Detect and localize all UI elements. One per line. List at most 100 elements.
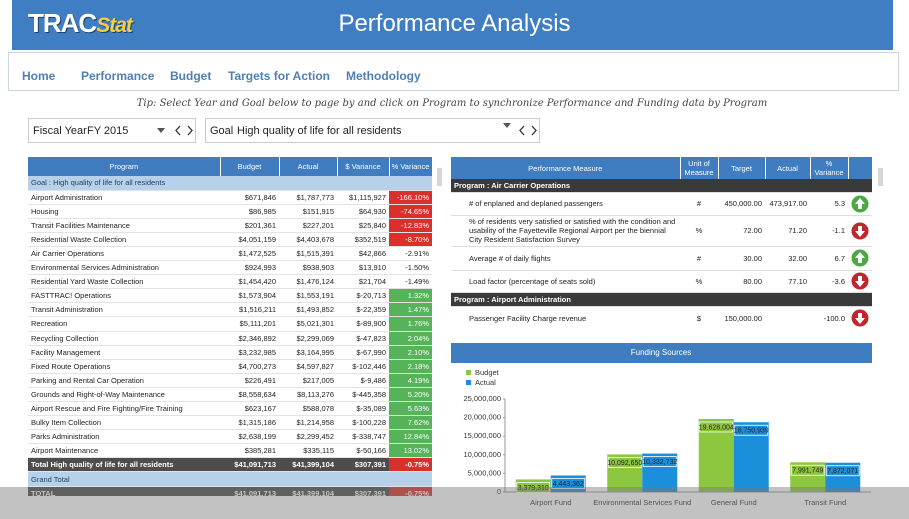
cell-value: 1.76% bbox=[389, 316, 432, 332]
y-tick-label: 5,000,000 bbox=[468, 468, 501, 477]
program-row: Transit Facilities Maintenance $201,361 $2… bbox=[28, 218, 432, 233]
group-label: Goal : High quality of life for all resi… bbox=[28, 176, 432, 191]
cell-value: $3,232,985 bbox=[220, 345, 279, 360]
cell-value: $4,403,678 bbox=[279, 232, 337, 247]
cell-value: $86,985 bbox=[220, 204, 279, 219]
grand-total-values: TOTAL $41,091,713 $41,399,104 $307,391 -0.75… bbox=[28, 486, 432, 496]
program-row: Airport Rescue and Fire Fighting/Fire Tr… bbox=[28, 401, 432, 417]
cell-value: $2,299,452 bbox=[279, 429, 337, 445]
cell-value: $-67,990 bbox=[337, 345, 389, 360]
column-header: Actual bbox=[279, 157, 338, 176]
cell-value: 7.62% bbox=[389, 415, 432, 431]
cell-value: $41,399,104 bbox=[279, 457, 337, 473]
data-label-box bbox=[790, 464, 825, 476]
nav-link[interactable]: Performance bbox=[81, 69, 155, 83]
scrollbar[interactable] bbox=[878, 168, 883, 186]
trend-arrow bbox=[855, 276, 865, 287]
cell-value: $1,476,124 bbox=[279, 274, 337, 290]
program-name: Transit Facilities Maintenance bbox=[28, 218, 220, 233]
cell-value: $ bbox=[680, 306, 718, 329]
header-bar bbox=[12, 0, 893, 50]
program-name: Airport Rescue and Fire Fighting/Fire Tr… bbox=[28, 401, 220, 417]
goal-select[interactable]: Goal High quality of life for all reside… bbox=[205, 118, 540, 143]
program-row: Recreation $5,111,201 $5,021,301 $-89,900 1.… bbox=[28, 316, 432, 332]
cell-value: $2,638,199 bbox=[220, 429, 279, 445]
dropdown-caret[interactable] bbox=[157, 128, 165, 134]
chart-title-bar bbox=[451, 343, 872, 363]
cell-value: $3,164,995 bbox=[279, 345, 337, 360]
data-label-box bbox=[516, 482, 551, 493]
cell-value: $5,021,301 bbox=[279, 316, 337, 332]
measure-row: % of residents very satisfied or satisfi… bbox=[451, 215, 872, 247]
dropdown-caret[interactable] bbox=[503, 123, 511, 129]
header-row: Performance Measure Unit of Measure Target… bbox=[451, 157, 872, 179]
trend-arrow bbox=[855, 313, 865, 324]
column-header: % Variance bbox=[810, 157, 849, 179]
trend-cell bbox=[848, 246, 872, 271]
data-label: 10,092,650 bbox=[607, 460, 642, 467]
program-row: Airport Maintenance $385,281 $335,115 $-50,… bbox=[28, 443, 432, 459]
program-name: FASTTRAC! Operations bbox=[28, 288, 220, 304]
legend-label: Budget bbox=[475, 368, 500, 377]
cell-value: 4.19% bbox=[389, 373, 432, 388]
program-name: Parks Administration bbox=[28, 429, 220, 445]
cell-value bbox=[765, 306, 810, 329]
trend-cell bbox=[848, 270, 872, 293]
data-label-box bbox=[607, 457, 642, 468]
x-tick-label: Environmental Services Fund bbox=[593, 498, 691, 507]
nav-link[interactable]: Budget bbox=[170, 69, 212, 83]
cell-value: $42,866 bbox=[337, 246, 389, 262]
cell-value: $385,281 bbox=[220, 443, 279, 459]
data-label: 19,628,004 bbox=[699, 424, 734, 431]
select-label: Fiscal Year bbox=[33, 125, 87, 137]
program-name: Residential Waste Collection bbox=[28, 232, 220, 247]
nav-link[interactable]: Home bbox=[22, 69, 56, 83]
pager-arrows[interactable] bbox=[175, 125, 193, 136]
x-tick-label: Airport Fund bbox=[530, 498, 571, 507]
cell-value: $1,516,211 bbox=[220, 302, 279, 318]
cell-value: 77.10 bbox=[765, 270, 810, 293]
pager-arrows[interactable] bbox=[519, 125, 537, 136]
measure-row: Passenger Facility Charge revenue $150,00… bbox=[451, 306, 872, 329]
measure-name: Passenger Facility Charge revenue bbox=[451, 306, 680, 329]
cell-value: -8.70% bbox=[389, 232, 432, 247]
cell-value: $-20,713 bbox=[337, 288, 389, 304]
column-header: Actual bbox=[765, 157, 811, 179]
y-tick-label: 0 bbox=[497, 487, 501, 496]
program-name: Air Carrier Operations bbox=[28, 246, 220, 262]
nav-bar bbox=[8, 52, 899, 91]
cell-value: -0.75% bbox=[389, 486, 432, 496]
program-name: Facility Management bbox=[28, 345, 220, 360]
cell-value: $4,051,159 bbox=[220, 232, 279, 247]
cell-value: $1,493,852 bbox=[279, 302, 337, 318]
cell-value: $352,519 bbox=[337, 232, 389, 247]
cell-value: $2,346,892 bbox=[220, 331, 279, 346]
column-header bbox=[848, 157, 872, 179]
cell-value: 5.20% bbox=[389, 387, 432, 403]
cell-value: % bbox=[680, 270, 718, 293]
cell-value: 5.3 bbox=[810, 192, 848, 216]
logo-text: Stat bbox=[96, 14, 133, 37]
total-row: Total High quality of life for all resid… bbox=[28, 457, 432, 473]
cell-value: $623,167 bbox=[220, 401, 279, 417]
data-label: 4,443,362 bbox=[553, 481, 584, 488]
trend-cell bbox=[848, 215, 872, 247]
measure-name: % of residents very satisfied or satisfi… bbox=[451, 215, 680, 247]
cell-value: $1,115,927 bbox=[337, 190, 389, 205]
data-label: 7,872,071 bbox=[827, 468, 858, 475]
scrollbar[interactable] bbox=[437, 168, 442, 186]
program-name: Transit Administration bbox=[28, 302, 220, 318]
nav-link[interactable]: Targets for Action bbox=[228, 69, 331, 83]
cell-value: $1,454,420 bbox=[220, 274, 279, 290]
column-header: Budget bbox=[220, 157, 280, 176]
cell-value: $41,399,104 bbox=[279, 486, 337, 496]
program-row: Parking and Rental Car Operation $226,491… bbox=[28, 373, 432, 388]
logo[interactable]: TRACStat bbox=[28, 8, 133, 39]
trend-icon bbox=[851, 309, 869, 327]
select-value: FY 2015 bbox=[87, 125, 129, 137]
cell-value: # bbox=[680, 246, 718, 271]
year-select[interactable]: Fiscal Year FY 2015 bbox=[28, 118, 196, 143]
nav-link[interactable]: Methodology bbox=[346, 69, 421, 83]
cell-value: $8,113,276 bbox=[279, 387, 337, 403]
cell-value: $335,115 bbox=[279, 443, 337, 459]
